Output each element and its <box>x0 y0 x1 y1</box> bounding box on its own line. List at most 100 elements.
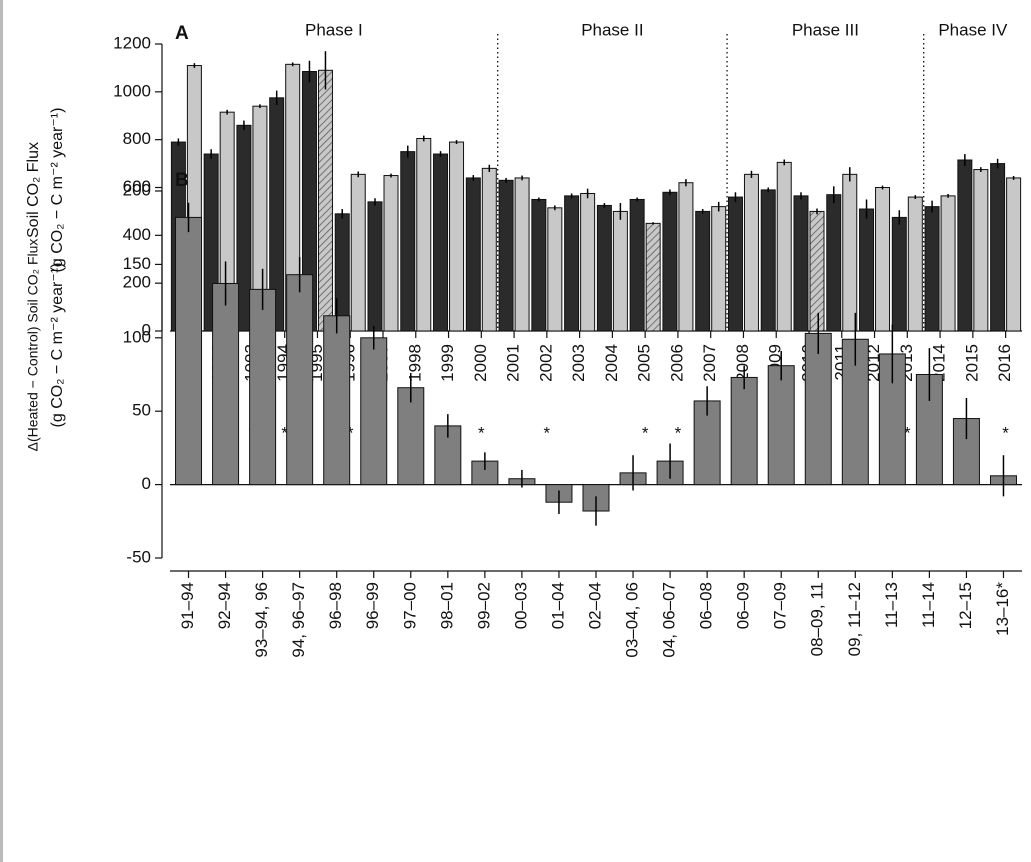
bar <box>175 216 203 486</box>
bar <box>793 195 809 332</box>
bar <box>662 191 678 332</box>
bar <box>878 353 906 486</box>
x-tick-label: 04, 06–07 <box>660 582 679 658</box>
x-tick-label: 1999 <box>438 344 457 382</box>
bar <box>743 173 759 332</box>
bar <box>804 332 832 486</box>
bar <box>564 195 580 332</box>
bar <box>940 195 956 332</box>
x-tick-label: 91–94 <box>178 582 197 629</box>
bar <box>465 177 481 332</box>
bar <box>730 376 758 486</box>
bar <box>400 151 416 332</box>
bar <box>711 206 727 332</box>
panel-label: A <box>175 23 189 44</box>
y-tick-label: 600 <box>123 177 151 196</box>
significance-label: * <box>904 423 911 442</box>
bar <box>612 210 628 332</box>
x-tick-label: 09, 11–12 <box>845 582 864 656</box>
x-tick-label: 11–13 <box>882 582 901 628</box>
bar <box>416 137 432 332</box>
x-tick-label: 2015 <box>962 344 981 382</box>
x-tick-label: 07–09 <box>771 582 790 629</box>
phase-label: Phase IV <box>938 20 1008 39</box>
bar <box>433 153 449 332</box>
y-tick-label: 400 <box>123 225 151 244</box>
bar <box>957 159 973 332</box>
y-tick-label: 1000 <box>113 81 151 100</box>
x-tick-label: 11–14 <box>919 582 938 628</box>
bar <box>596 204 612 332</box>
panel-a: 0 200 400 600 800 1000 1200 Soil CO₂ Flux (g CO₂… <box>25 20 1022 442</box>
y-axis-units: (g CO₂ − C m⁻² year⁻¹) <box>49 263 66 428</box>
y-axis-units: (g CO₂ − C m⁻² year⁻¹) <box>49 108 66 273</box>
window-edge <box>0 0 3 862</box>
x-tick-label: 2016 <box>995 344 1014 382</box>
x-tick-label: 2002 <box>536 344 555 382</box>
bar <box>498 179 514 332</box>
bar <box>678 182 694 332</box>
x-tick-label: 96–99 <box>363 582 382 629</box>
x-tick-label: 12–15 <box>956 582 975 629</box>
significance-label: * <box>347 423 354 442</box>
y-tick-label: 200 <box>123 273 151 292</box>
x-tick-label: 2000 <box>471 344 490 382</box>
x-tick-label: 94, 96–97 <box>289 582 308 658</box>
bar <box>580 192 596 332</box>
x-tick-label: 00–03 <box>511 582 530 629</box>
significance-label: * <box>642 423 649 442</box>
significance-label: * <box>1002 423 1009 442</box>
x-tick-label: 98–01 <box>437 582 456 629</box>
x-tick-label: 06–08 <box>697 582 716 629</box>
x-tick-label: 2008 <box>733 344 752 382</box>
bar <box>317 69 333 332</box>
significance-label: * <box>281 423 288 442</box>
bar <box>973 169 989 332</box>
bar <box>990 163 1006 332</box>
bar <box>695 210 711 332</box>
bar <box>360 337 388 486</box>
x-tick-label: 1998 <box>405 344 424 382</box>
x-tick-label: 06–09 <box>734 582 753 629</box>
x-tick-label: 2005 <box>635 344 654 382</box>
x-tick-label: 2004 <box>602 344 621 382</box>
bar <box>629 198 645 332</box>
bar <box>212 282 240 486</box>
bar <box>809 210 825 332</box>
x-tick-label: 2014 <box>930 344 949 382</box>
y-tick-label: 1200 <box>113 33 151 52</box>
bar <box>907 196 923 332</box>
significance-label: * <box>478 423 485 442</box>
y-tick-label: 0 <box>142 474 151 493</box>
bar <box>514 177 530 332</box>
y-tick-label: 100 <box>123 327 151 346</box>
bar <box>727 196 743 332</box>
bar <box>924 206 940 332</box>
x-tick-label: 2006 <box>667 344 686 382</box>
bar <box>249 288 277 486</box>
bar <box>1006 177 1022 332</box>
x-tick-label: 13–16* <box>993 582 1012 636</box>
bar <box>397 387 425 486</box>
x-tick-label: 99–02 <box>474 582 493 629</box>
bar <box>383 175 399 332</box>
bar <box>826 194 842 332</box>
x-tick-label: 02–04 <box>585 582 604 629</box>
bar <box>875 187 891 332</box>
phase-label: Phase II <box>581 20 643 39</box>
y-tick-label: 150 <box>123 254 151 273</box>
bar <box>767 365 795 486</box>
x-tick-label: 97–00 <box>400 582 419 629</box>
x-tick-label: 92–94 <box>215 582 234 629</box>
bar <box>776 161 792 332</box>
phase-label: Phase I <box>305 20 363 39</box>
bar <box>286 274 314 486</box>
y-tick-label: -50 <box>126 547 151 566</box>
bar <box>367 201 383 332</box>
significance-label: * <box>544 423 551 442</box>
y-axis-title: Δ(Heated − Control) Soil CO₂ Flux <box>25 239 41 452</box>
phase-label: Phase III <box>792 20 859 39</box>
y-axis-title: Soil CO₂ Flux <box>25 142 42 238</box>
